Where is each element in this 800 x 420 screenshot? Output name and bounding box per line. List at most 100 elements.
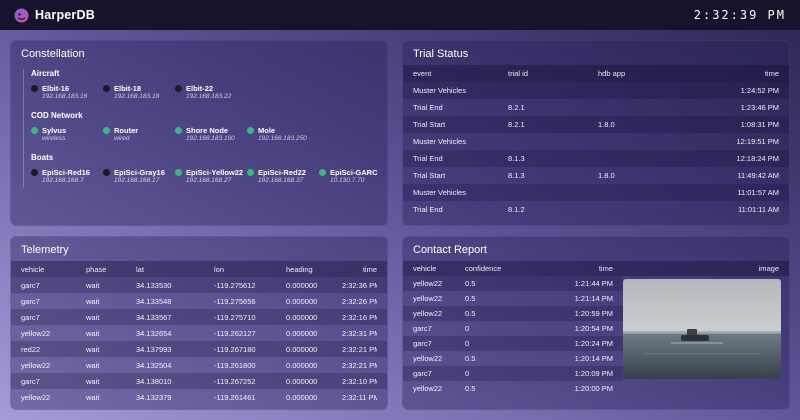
table-cell: 1:20:00 PM [574, 384, 613, 393]
table-cell: Trial End [413, 205, 443, 214]
contact-image [623, 279, 781, 379]
table-cell: 1:21:14 PM [574, 294, 613, 303]
table-cell: 11:01:11 AM [737, 205, 779, 214]
status-dot-icon [31, 85, 38, 92]
table-cell: garc7 [21, 280, 40, 290]
table-cell: garc7 [21, 376, 40, 386]
status-dot-icon [103, 169, 110, 176]
column-header: heading [286, 264, 313, 274]
table-cell: Trial End [413, 154, 443, 163]
table-cell: wait [86, 280, 100, 290]
constellation-node: Shore Node 192.168.183.100 [175, 126, 247, 142]
table-cell: Muster Vehicles [413, 188, 466, 197]
table-cell: 0.000000 [286, 312, 318, 322]
table-cell: 0.000000 [286, 392, 318, 402]
table-cell: -119.262127 [214, 328, 256, 338]
table-cell: 8.2.1 [508, 103, 525, 112]
table-cell: 1:20:14 PM [574, 354, 613, 363]
table-cell: 1.8.0 [598, 120, 615, 129]
column-header: time [764, 69, 779, 78]
column-header: trial id [508, 69, 529, 78]
table-cell: Trial Start [413, 120, 446, 129]
table-cell: 1.8.0 [598, 171, 615, 180]
table-row: garc7 wait 34.133548 -119.275656 0.000000 2:3… [11, 293, 387, 309]
table-cell: garc7 [413, 369, 432, 378]
node-name: EpiSci-Yellow22 [186, 168, 244, 177]
node-detail: 10.130.7.70 [330, 177, 365, 184]
table-cell: 34.132504 [136, 360, 172, 370]
table-cell: 1:24:52 PM [740, 86, 779, 95]
table-cell: 2:32:26 PM [342, 296, 377, 306]
table-cell: 0 [465, 324, 470, 333]
table-row: yellow22 0.5 1:20:59 PM [403, 306, 623, 321]
brand: HarperDB [14, 8, 95, 23]
table-cell: 0.5 [465, 384, 476, 393]
table-cell: red22 [21, 344, 41, 354]
table-cell: 8.2.1 [508, 120, 525, 129]
table-row: Muster Vehicles 12:19:51 PM [403, 133, 789, 150]
table-cell: 34.132379 [136, 392, 172, 402]
table-cell: wait [86, 376, 100, 386]
node-list: EpiSci-Red16 192.168.168.7 EpiSci-Gray16 19… [31, 168, 378, 184]
node-name: Sylvus [42, 126, 67, 135]
table-cell: 34.133530 [136, 280, 172, 290]
status-dot-icon [175, 85, 182, 92]
table-cell: garc7 [21, 312, 40, 322]
table-cell: 8.1.3 [508, 171, 525, 180]
table-cell: wait [86, 328, 100, 338]
node-detail: 192.168.183.18 [114, 93, 160, 100]
table-cell: yellow22 [413, 354, 443, 363]
node-detail: 192.168.168.37 [258, 177, 304, 184]
node-name: EpiSci-Red22 [258, 168, 306, 177]
contact-report-title: Contact Report [413, 244, 487, 256]
table-cell: Muster Vehicles [413, 137, 466, 146]
table-row: yellow22 0.5 1:20:00 PM [403, 381, 623, 396]
node-info: Elbit-18 192.168.183.18 [114, 84, 159, 100]
node-name: Mole [258, 126, 276, 135]
table-cell: yellow22 [21, 360, 51, 370]
table-cell: 0 [465, 369, 470, 378]
status-dot-icon [175, 127, 182, 134]
table-cell: 2:32:10 PM [342, 376, 377, 386]
status-dot-icon [247, 127, 254, 134]
table-row: Muster Vehicles 1:24:52 PM [403, 82, 789, 99]
node-info: EpiSci-Yellow22 192.168.168.27 [186, 168, 243, 184]
table-row: yellow22 0.5 1:20:14 PM [403, 351, 623, 366]
constellation-node: Sylvus wireless [31, 126, 103, 142]
table-cell: 34.133567 [136, 312, 172, 322]
table-row: Muster Vehicles 11:01:57 AM [403, 184, 789, 201]
column-header: vehicle [413, 264, 437, 273]
table-cell: yellow22 [21, 328, 51, 338]
table-row: Trial End 8.1.2 11:01:11 AM [403, 201, 789, 218]
table-cell: 0.000000 [286, 376, 318, 386]
table-cell: 1:20:59 PM [574, 309, 613, 318]
table-cell: 2:32:16 PM [342, 312, 377, 322]
node-name: Shore Node [186, 126, 229, 135]
table-row: red22 wait 34.137993 -119.267180 0.000000 2:3… [11, 341, 387, 357]
brand-name: HarperDB [35, 8, 95, 22]
table-cell: garc7 [21, 296, 40, 306]
status-dot-icon [31, 169, 38, 176]
table-row: Trial End 8.1.3 12:18:24 PM [403, 150, 789, 167]
table-row: garc7 0 1:20:54 PM [403, 321, 623, 336]
node-info: Shore Node 192.168.183.100 [186, 126, 235, 142]
table-cell: 34.132654 [136, 328, 172, 338]
constellation-node: Router wired [103, 126, 175, 142]
node-info: Router wired [114, 126, 138, 142]
node-detail: 192.168.183.16 [42, 93, 88, 100]
table-row: yellow22 wait 34.132504 -119.261800 0.000000… [11, 357, 387, 373]
constellation-panel: Constellation Aircraft Elbit-16 192.168.18… [10, 40, 388, 226]
table-cell: 0.5 [465, 279, 476, 288]
table-cell: 0.5 [465, 354, 476, 363]
constellation-group: COD Network Sylvus wireless Router wired Shor… [31, 111, 377, 142]
table-cell: wait [86, 296, 100, 306]
constellation-node: EpiSci-Red16 192.168.168.7 [31, 168, 103, 184]
table-row: yellow22 wait 34.132654 -119.262127 0.000000… [11, 325, 387, 341]
node-detail: 192.168.168.27 [186, 177, 232, 184]
table-cell: -119.261461 [214, 392, 256, 402]
node-name: Router [114, 126, 139, 135]
status-dot-icon [175, 169, 182, 176]
contact-report-panel: Contact Report vehicle confidence time imag… [402, 236, 790, 410]
column-header: time [598, 264, 613, 273]
constellation-groups: Aircraft Elbit-16 192.168.183.16 Elbit-18 19… [23, 69, 378, 188]
